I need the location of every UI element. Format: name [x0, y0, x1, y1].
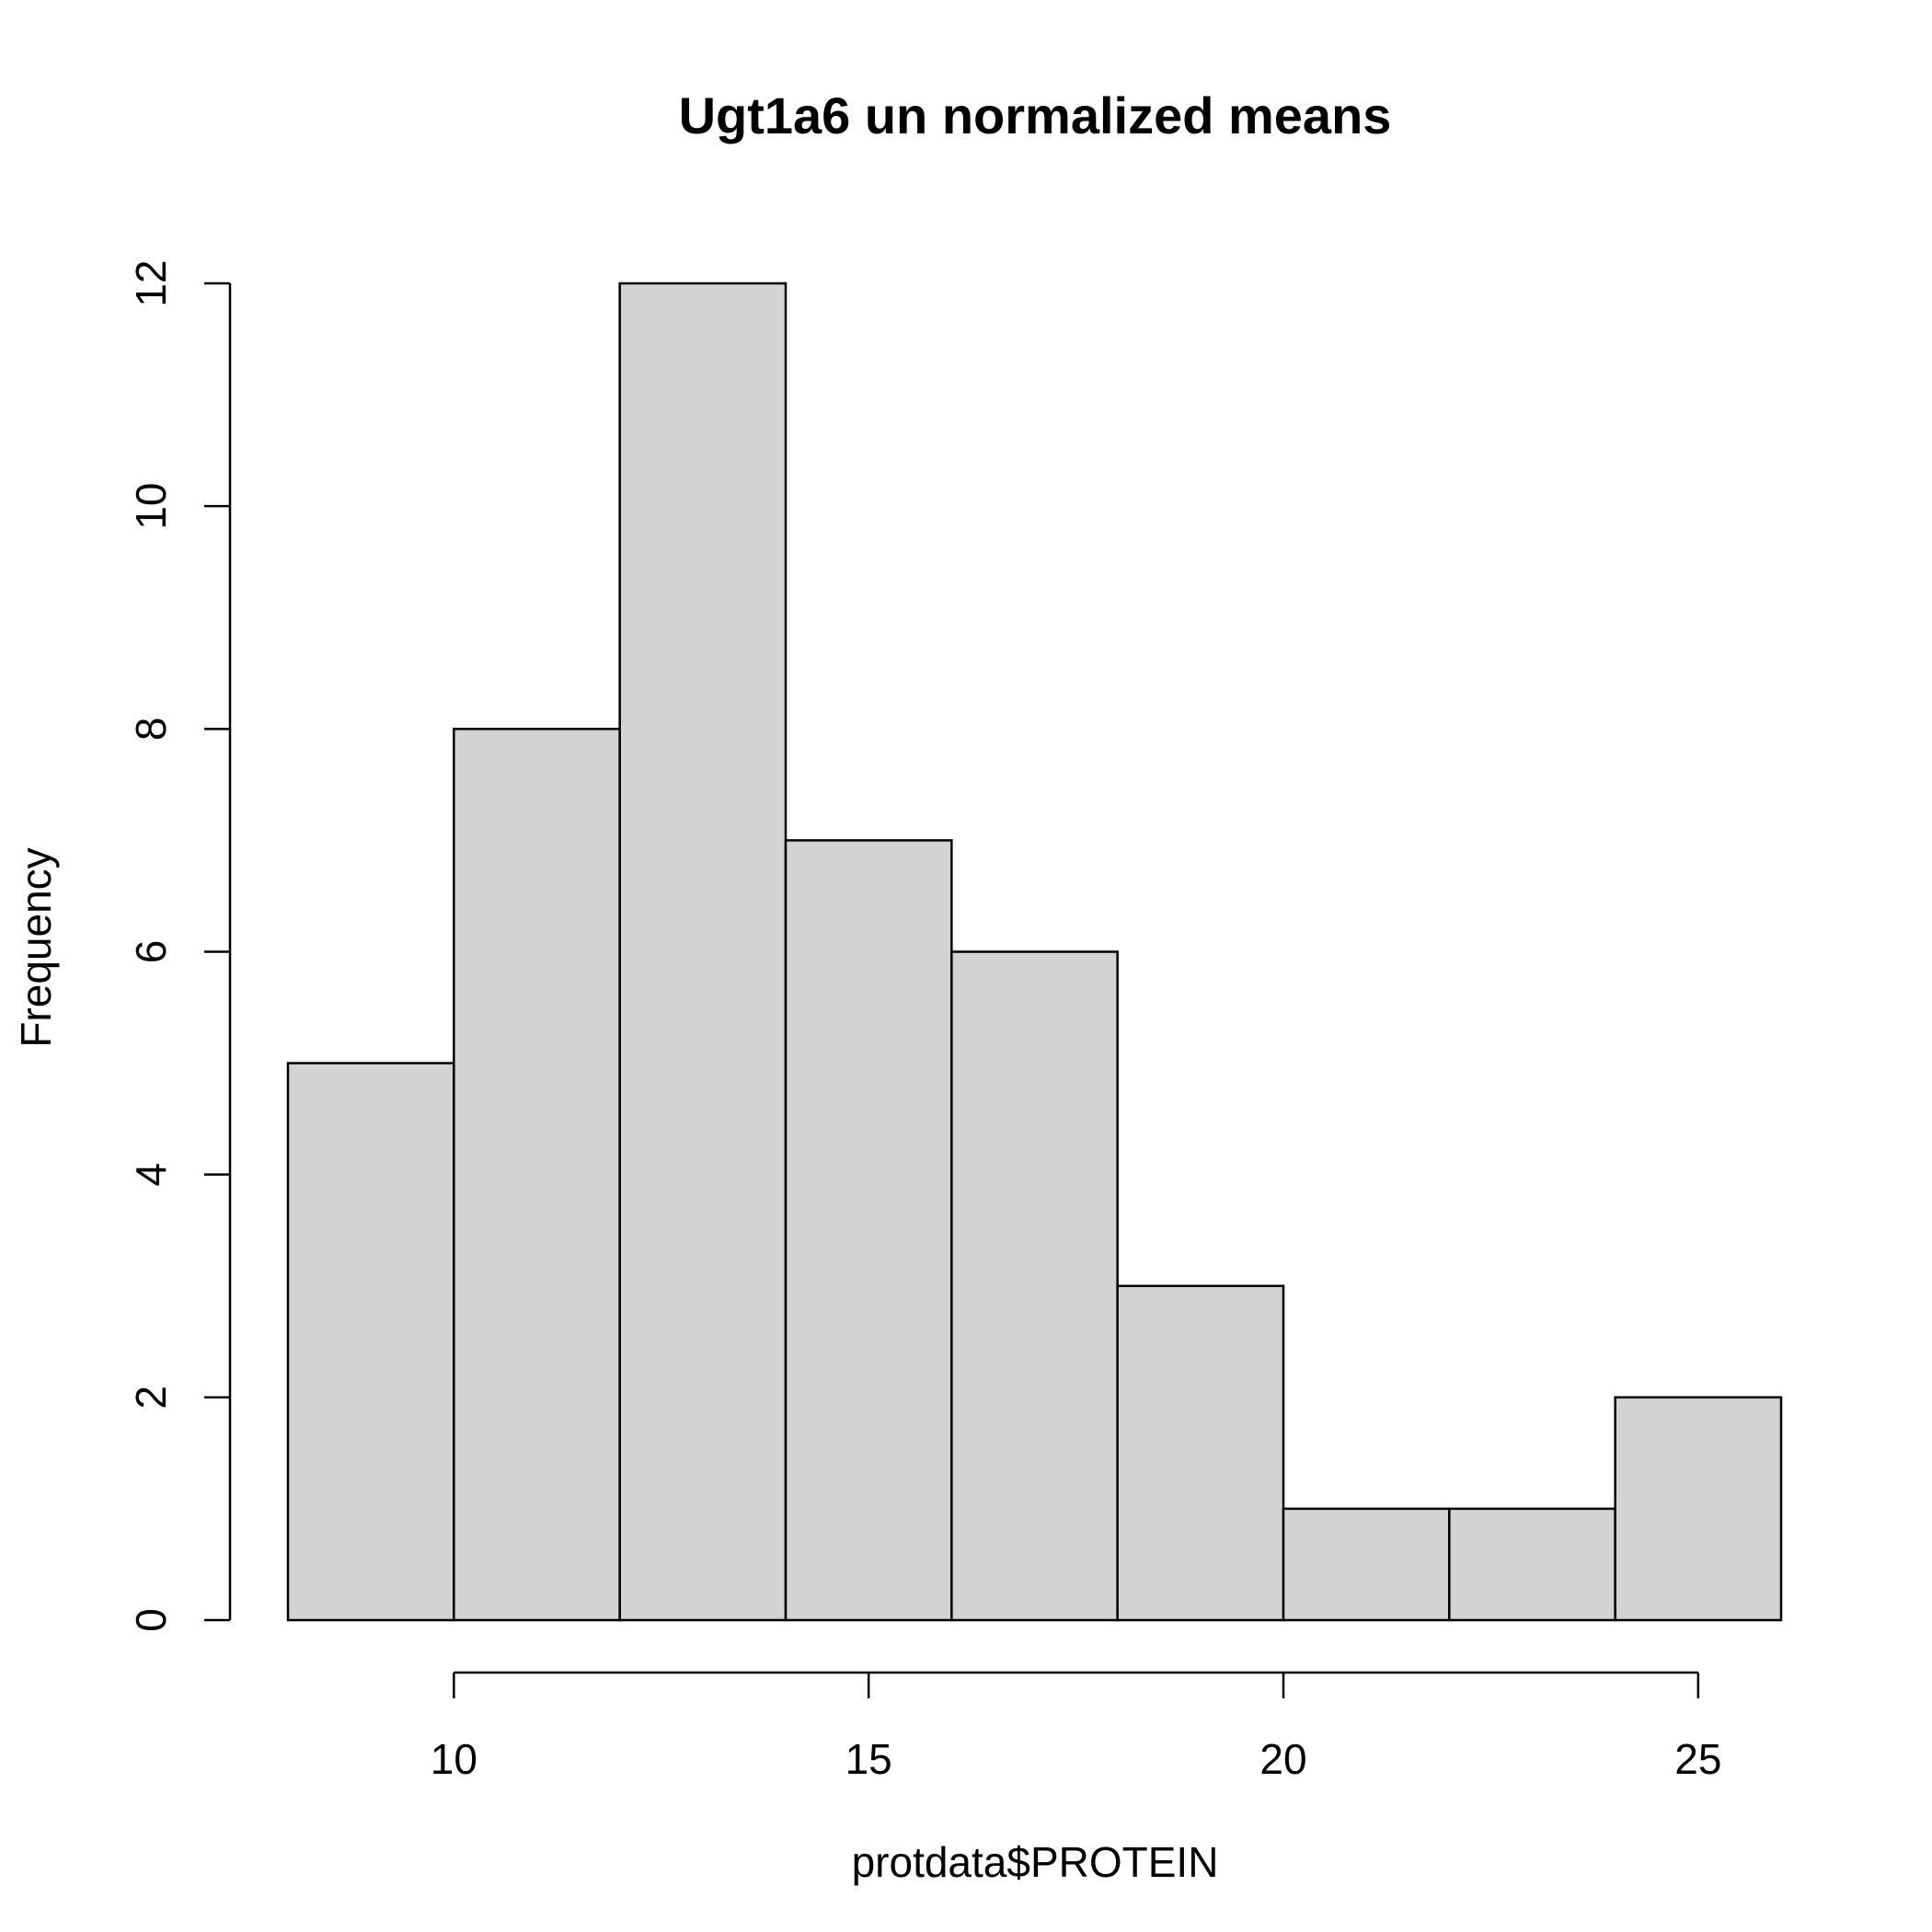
histogram-bar: [286, 1062, 455, 1622]
y-tick-label: 2: [127, 1386, 175, 1409]
y-tick-label: 12: [127, 259, 175, 306]
x-tick-label: 15: [845, 1735, 892, 1783]
histogram-bar: [453, 728, 621, 1622]
histogram-bar: [1614, 1396, 1783, 1622]
x-tick-label: 25: [1674, 1735, 1721, 1783]
y-tick-label: 4: [127, 1163, 175, 1187]
histogram-bar: [1116, 1284, 1285, 1622]
histogram-bar: [618, 282, 788, 1622]
y-axis: 0 2 4 6 8 10 12: [127, 259, 232, 1632]
y-tick-label: 0: [127, 1608, 175, 1632]
y-tick-label: 8: [127, 718, 175, 742]
chart-title: Ugt1a6 un normalized means: [679, 86, 1392, 144]
histogram-bar: [784, 839, 953, 1622]
y-axis-label: Frequency: [12, 847, 60, 1047]
histogram-bar: [950, 950, 1119, 1622]
y-tick-label: 10: [127, 483, 175, 530]
x-axis: 10 15 20 25: [431, 1671, 1721, 1783]
x-tick-label: 10: [431, 1735, 477, 1783]
y-tick-label: 6: [127, 940, 175, 964]
x-axis-label: protdata$PROTEIN: [852, 1838, 1219, 1886]
bars: [286, 282, 1783, 1622]
histogram-bar: [1282, 1507, 1451, 1622]
histogram-bar: [1448, 1507, 1616, 1622]
x-tick-label: 20: [1259, 1735, 1306, 1783]
